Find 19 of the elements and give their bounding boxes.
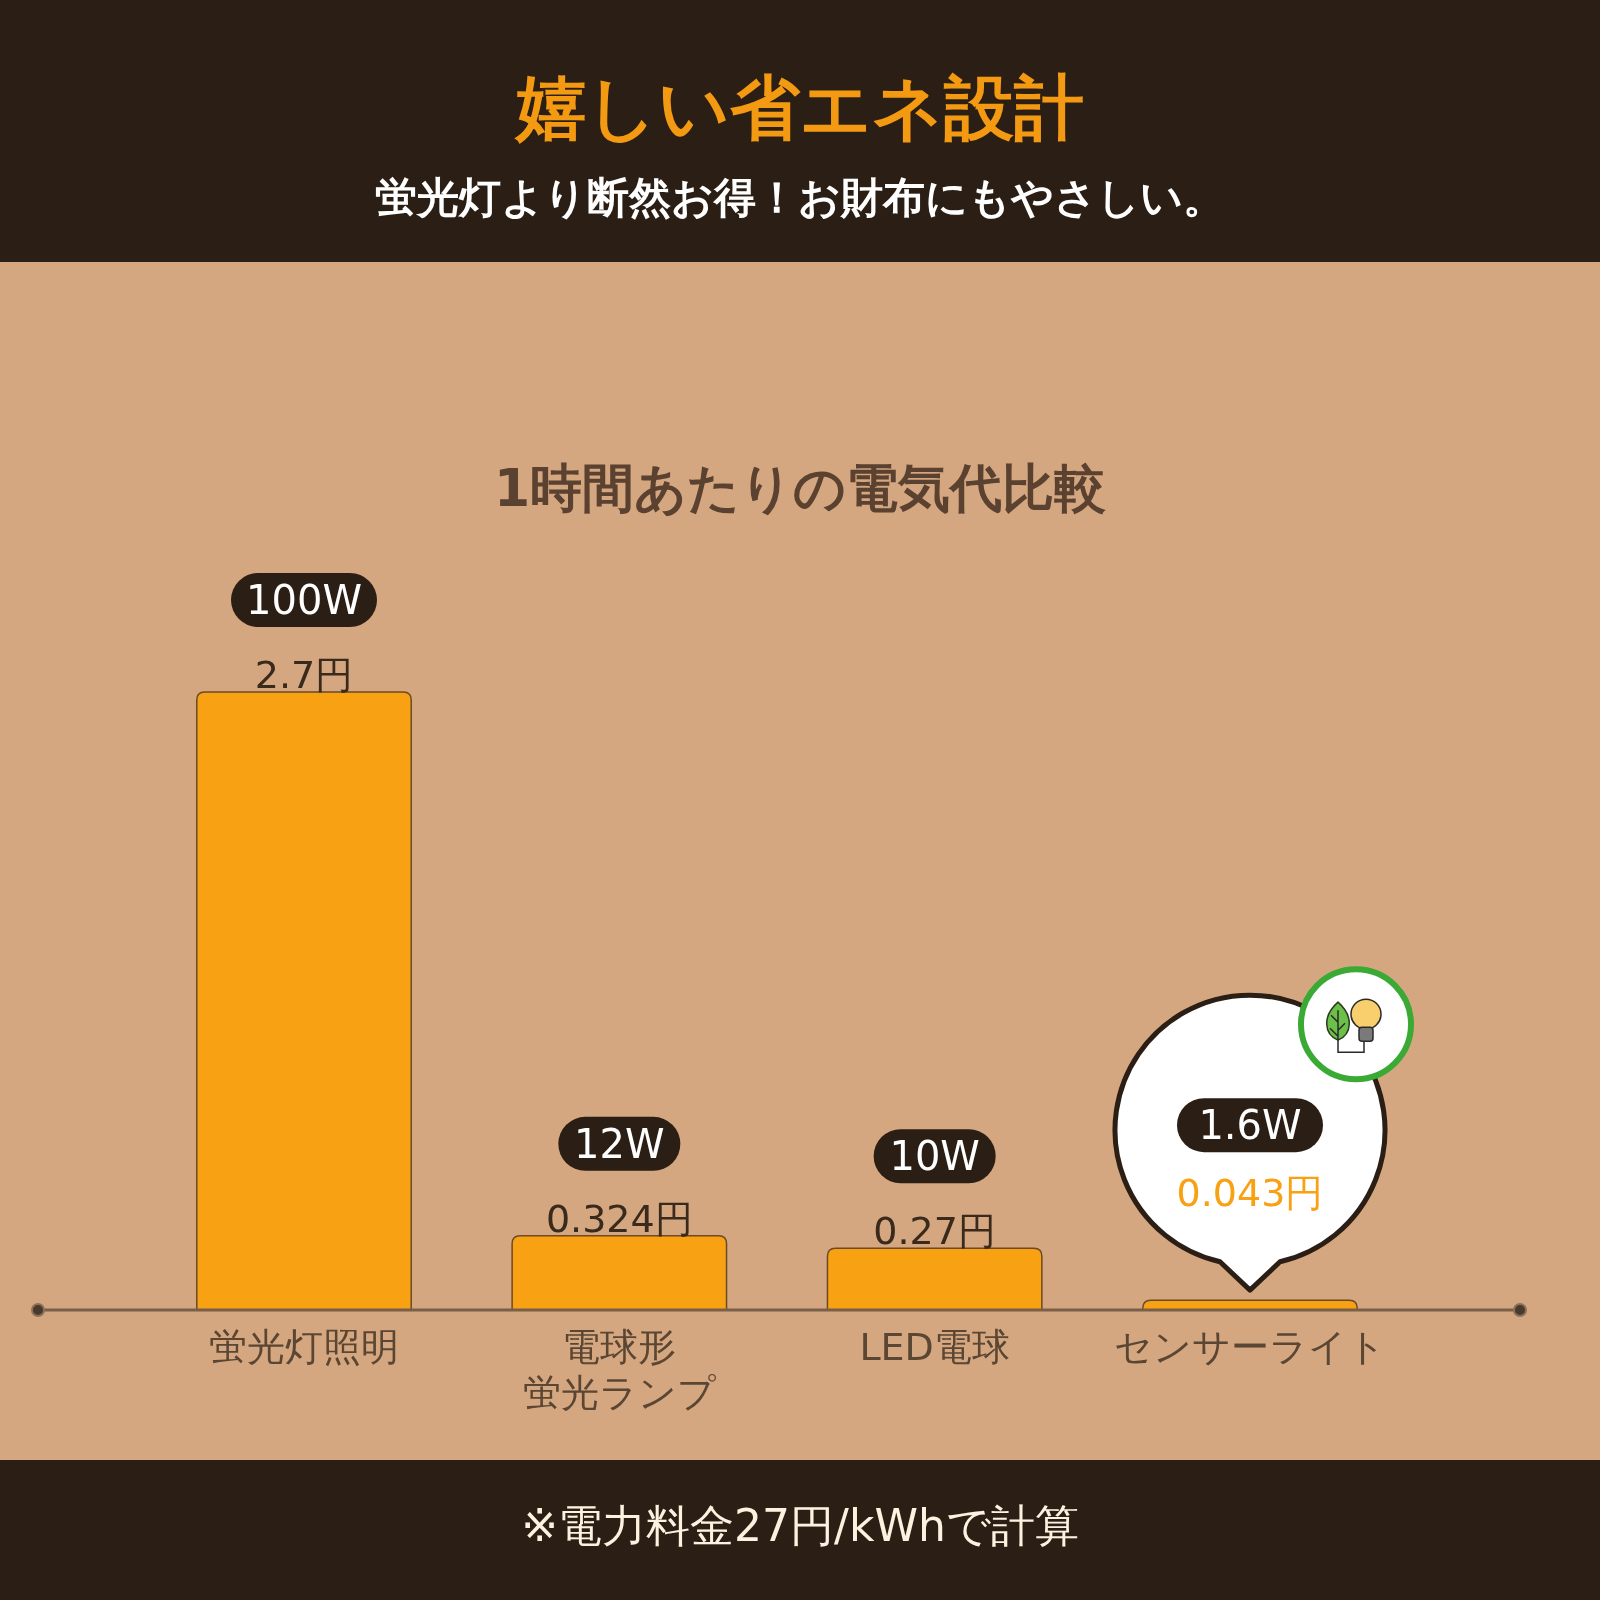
data-label: 0.27円 [873, 1209, 996, 1254]
x-tick-label: センサーライト [1114, 1325, 1386, 1369]
bar [511, 1235, 728, 1311]
annotation: 1.6W [1198, 1102, 1302, 1149]
data-label: 0.043円 [1176, 1171, 1324, 1216]
x-tick-label: 電球形蛍光ランプ [522, 1325, 716, 1415]
data-label: 2.7円 [254, 653, 354, 697]
chart-title: 嬉しい省エネ設計 [514, 67, 1084, 149]
annotation: 12W [574, 1120, 665, 1167]
x-tick-label: LED電球 [859, 1325, 1010, 1369]
data-label: 0.324円 [545, 1196, 693, 1241]
chart-subtitle: 蛍光灯より断然お得！お財布にもやさしい。 [375, 173, 1225, 222]
annotation: 100W [246, 577, 362, 623]
annotation: 10W [889, 1133, 980, 1180]
bar [196, 691, 412, 1311]
text: ※電力料金27円/kWhで計算 [521, 1500, 1079, 1551]
text: 1時間あたりの電気代比較 [493, 458, 1107, 518]
x-tick-label: 蛍光灯照明 [209, 1325, 399, 1369]
bar [826, 1247, 1043, 1311]
